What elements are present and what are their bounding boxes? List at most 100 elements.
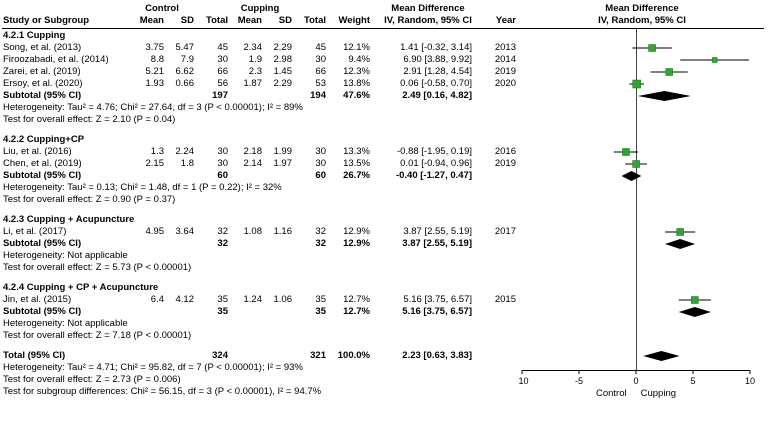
effect-diamond [622,171,642,181]
ci-text: 6.90 [3.88, 9.92] [370,54,486,66]
sd-control: 7.9 [164,54,194,66]
total-cupping: 194 [292,90,326,102]
header-separator [2,28,764,29]
col-year: Year [486,15,518,27]
ci-marker [518,158,766,170]
sd-control [164,90,194,102]
total-control: 30 [194,158,228,170]
ci-text: 0.01 [-0.94, 0.96] [370,158,486,170]
mean-cupping: 1.9 [228,54,262,66]
col-iv-random-ci-plot: IV, Random, 95% CI [518,15,766,27]
sd-control: 4.12 [164,294,194,306]
pooled-plot-cell [518,170,766,182]
section-gap [2,274,768,282]
pooled-diamond [518,170,766,182]
sd-cupping: 1.97 [262,158,292,170]
col-iv-random-ci: IV, Random, 95% CI [370,15,486,27]
axis-tick-label: 10 [745,376,755,386]
weight-value: 13.3% [326,146,370,158]
x-axis: -10-50510 [518,368,766,388]
pooled-plot-cell [518,90,766,102]
effect-square [633,80,641,88]
mean-cupping: 2.14 [228,158,262,170]
sd-cupping [262,350,292,362]
effect-square [712,58,717,63]
total-control: 32 [194,238,228,250]
section-title: 4.2.3 Cupping + Acupuncture [2,214,768,226]
axis-label-control: Control [596,388,627,399]
column-header-row: Study or Subgroup Mean SD Total Mean SD … [2,15,768,27]
year-value: 2020 [486,78,518,90]
year-value: 2016 [486,146,518,158]
total-control: 30 [194,146,228,158]
sd-control: 1.8 [164,158,194,170]
section-title-text: 4.2.3 Cupping + Acupuncture [2,214,518,226]
study-row: Ersoy, et al. (2020)1.930.66561.872.2953… [2,78,768,90]
total-control: 197 [194,90,228,102]
subtotal-row: Subtotal (95% CI)19719447.6%2.49 [0.16, … [2,90,768,102]
axis-tick-label: -10 [518,376,529,386]
total-cupping: 30 [292,146,326,158]
mean-control: 6.4 [130,294,164,306]
mean-control [130,306,164,318]
pooled-diamond [518,350,766,362]
col-total-cupping: Total [292,15,326,27]
col-sd-cupping: SD [262,15,292,27]
study-row: Song, et al. (2013)3.755.47452.342.29451… [2,42,768,54]
year-value [486,90,518,102]
weight-value: 12.7% [326,306,370,318]
footnote-row: Heterogeneity: Tau² = 0.13; Chi² = 1.48,… [2,182,768,194]
axis-label-cupping: Cupping [641,388,676,399]
study-label: Total (95% CI) [2,350,130,362]
total-cupping: 60 [292,170,326,182]
study-plot-cell [518,66,766,78]
ci-text: 0.06 [-0.58, 0.70] [370,78,486,90]
section-title-text: 4.2.1 Cupping [2,30,518,42]
effect-square [622,149,629,156]
section-title: 4.2.2 Cupping+CP [2,134,768,146]
study-label: Subtotal (95% CI) [2,170,130,182]
col-mean-control: Mean [130,15,164,27]
footnote-row: Test for overall effect: Z = 5.73 (P < 0… [2,262,768,274]
mean-control [130,238,164,250]
section-gap [2,342,768,350]
footnote-row-text: Heterogeneity: Not applicable [2,318,518,330]
study-label: Chen, et al. (2019) [2,158,130,170]
total-cupping: 45 [292,42,326,54]
study-label: Ersoy, et al. (2020) [2,78,130,90]
footnote-row-text: Heterogeneity: Tau² = 4.71; Chi² = 95.82… [2,362,518,374]
footnote-row: Heterogeneity: Tau² = 4.76; Chi² = 27.64… [2,102,768,114]
axis-cell: -10-50510Control Cupping [518,362,766,410]
footnote-row-text: Heterogeneity: Tau² = 4.76; Chi² = 27.64… [2,102,518,114]
total-row: Total (95% CI)324321100.0%2.23 [0.63, 3.… [2,350,768,362]
ci-marker [518,66,766,78]
mean-control [130,350,164,362]
total-control: 324 [194,350,228,362]
ci-text: 3.87 [2.55, 5.19] [370,238,486,250]
mean-control [130,90,164,102]
study-row: Chen, et al. (2019)2.151.8302.141.973013… [2,158,768,170]
ci-text: -0.40 [-1.27, 0.47] [370,170,486,182]
mean-cupping: 2.18 [228,146,262,158]
subtotal-row: Subtotal (95% CI)323212.9%3.87 [2.55, 5.… [2,238,768,250]
study-plot-cell [518,42,766,54]
ci-marker [518,42,766,54]
weight-value: 12.3% [326,66,370,78]
mean-cupping: 1.08 [228,226,262,238]
group-header-row: Control Cupping Mean Difference Mean Dif… [2,3,768,15]
header-spacer [326,3,370,15]
mean-control: 4.95 [130,226,164,238]
sd-control: 0.66 [164,78,194,90]
col-weight: Weight [326,15,370,27]
year-value: 2019 [486,158,518,170]
control-group-label: Control [130,3,194,15]
sd-cupping [262,238,292,250]
ci-text: 2.91 [1.28, 4.54] [370,66,486,78]
year-value: 2015 [486,294,518,306]
axis-tick-label: 0 [633,376,638,386]
effect-diamond [679,307,711,317]
total-control: 30 [194,54,228,66]
study-plot-cell [518,146,766,158]
mean-cupping [228,170,262,182]
year-value [486,350,518,362]
